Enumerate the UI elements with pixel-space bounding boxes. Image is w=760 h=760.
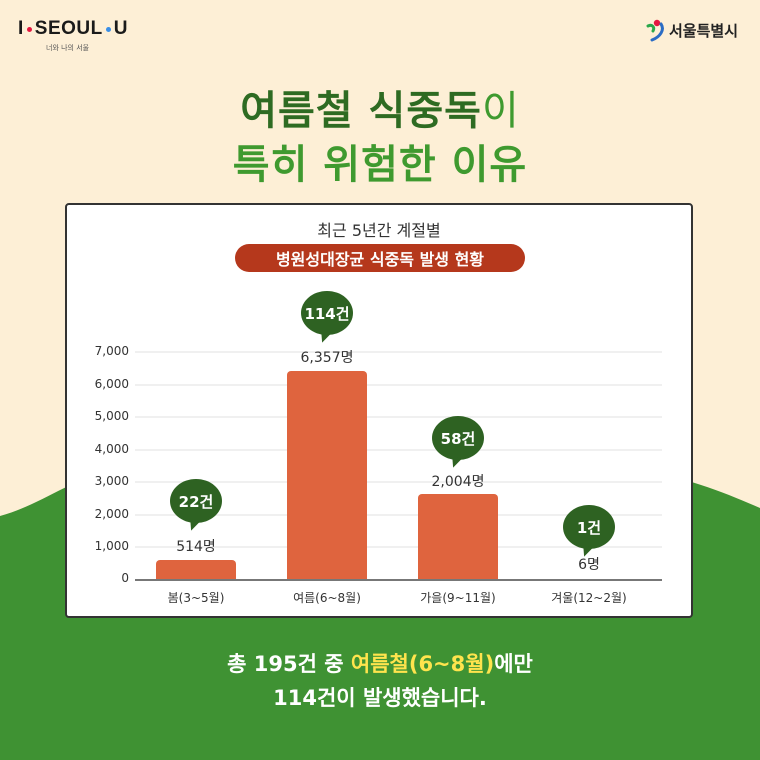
y-tick-4000: 4,000 (94, 442, 129, 456)
summary-line-2: 114건이 발생했습니다. (273, 686, 487, 710)
count-bubble-summer: 114건 (301, 291, 353, 335)
x-label-autumn: 가을(9~11월) (420, 591, 496, 605)
logo-text-seoul: SEOUL (34, 18, 103, 39)
y-tick-7000: 7,000 (94, 344, 129, 358)
count-bubble-autumn: 58건 (432, 416, 484, 460)
gridline-3000 (135, 481, 662, 483)
count-label-winter: 1건 (576, 518, 602, 537)
x-label-summer: 여름(6~8월) (293, 591, 361, 605)
page-title-line-2: 특히 위험한 이유 (232, 142, 528, 188)
count-label-autumn: 58건 (440, 429, 476, 448)
chart-card: 최근 5년간 계절별 병원성대장균 식중독 발생 현황 7,000 6,000 … (65, 203, 693, 618)
summary-text-b: 에만 (494, 652, 533, 676)
value-label-spring: 514명 (176, 539, 216, 555)
x-label-winter: 겨울(12~2월) (551, 591, 627, 605)
seoul-emblem-icon (646, 19, 664, 42)
blue-dot-icon (105, 26, 111, 32)
count-bubble-spring: 22건 (170, 479, 222, 523)
y-tick-1000: 1,000 (94, 539, 129, 553)
gridline-7000 (135, 351, 662, 353)
value-label-winter: 6명 (578, 557, 600, 573)
y-tick-3000: 3,000 (94, 474, 129, 488)
chart-title-pill: 병원성대장균 식중독 발생 현황 (235, 244, 525, 272)
summary-highlight: 여름철(6~8월) (350, 652, 495, 676)
i-seoul-u-logo: I SEOUL U 너와 나의 서울 (18, 18, 128, 53)
gridline-4000 (135, 449, 662, 451)
logo-text-u: U (113, 18, 128, 39)
gridline-5000 (135, 416, 662, 418)
y-tick-0: 0 (121, 571, 129, 585)
logo-text-i: I (18, 18, 24, 39)
seoul-city-logo: 서울특별시 (646, 18, 738, 42)
count-label-spring: 22건 (178, 492, 214, 511)
value-label-summer: 6,357명 (300, 350, 354, 366)
seoul-city-name: 서울특별시 (669, 21, 739, 40)
chart-subtitle: 최근 5년간 계절별 (317, 221, 441, 240)
title-light-text: 이 (481, 88, 520, 134)
x-axis-line (135, 579, 662, 581)
summary-text-a: 총 195건 중 (227, 652, 351, 676)
count-bubble-winter: 1건 (563, 505, 615, 549)
logo-tagline: 너와 나의 서울 (46, 44, 90, 52)
red-dot-icon (26, 26, 32, 32)
y-tick-2000: 2,000 (94, 507, 129, 521)
count-label-summer: 114건 (304, 304, 350, 323)
bar-autumn (418, 494, 498, 579)
gridline-6000 (135, 384, 662, 386)
x-label-spring: 봄(3~5월) (167, 591, 225, 605)
y-tick-5000: 5,000 (94, 409, 129, 423)
page-title-line-1: 여름철 식중독이 (0, 78, 760, 136)
y-tick-6000: 6,000 (94, 377, 129, 391)
bar-spring (156, 560, 236, 579)
bar-summer (287, 371, 367, 579)
gridline-1000 (135, 546, 662, 548)
summary-line-1: 총 195건 중 여름철(6~8월)에만 (0, 648, 760, 678)
title-bold-text: 여름철 식중독 (240, 88, 482, 134)
gridline-2000 (135, 514, 662, 516)
value-label-autumn: 2,004명 (431, 474, 485, 490)
